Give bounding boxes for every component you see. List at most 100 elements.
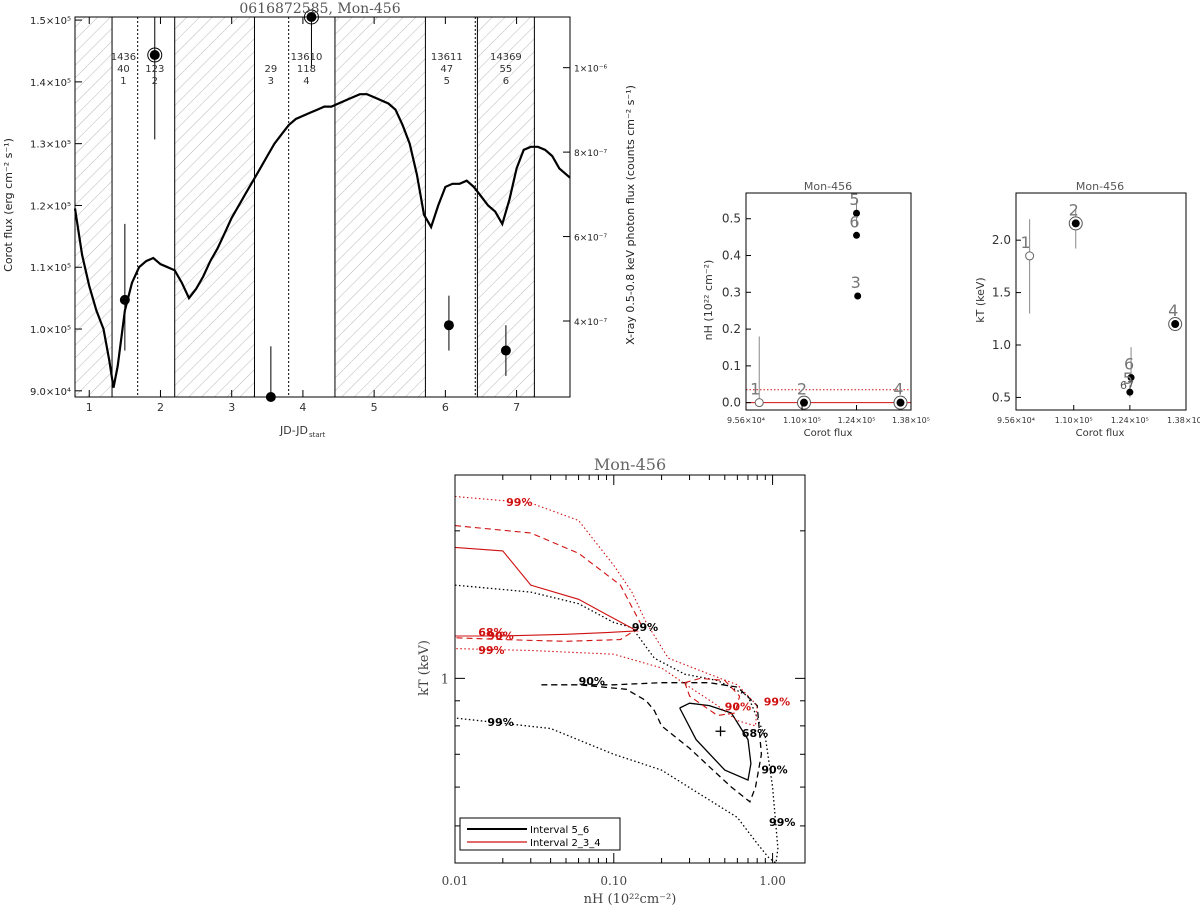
xray-marker-4 — [443, 320, 454, 331]
nh-point-3: 3 — [851, 273, 862, 300]
xray-points — [119, 9, 511, 402]
nh-point-5: 5 — [849, 190, 861, 227]
nh-y-ticks: 0.0 0.1 0.2 0.3 0.4 0.5 — [722, 212, 751, 410]
contour-label-2: 90% — [487, 630, 513, 643]
nh-marker-4 — [896, 398, 905, 407]
hatched-interval-1 — [174, 17, 255, 397]
contour-label-0: 99% — [506, 496, 532, 509]
nh-marker-6 — [853, 231, 861, 239]
nh-x-ticks: 9.56×10⁴ 1.10×10⁵ 1.24×10⁵ 1.38×10⁵ — [727, 405, 930, 425]
legend-label-interval-5-6: Interval 5_6 — [530, 825, 589, 836]
xray-point-0 — [119, 223, 130, 351]
nh-point-label-2: 2 — [797, 380, 807, 399]
kt-point-label-5: 5 — [1123, 369, 1133, 388]
interval-label-0-1: 40 — [117, 64, 130, 75]
nh-y-label: nH (10²² cm⁻²) — [702, 260, 715, 341]
nh-points: 1 2 3 4 5 6 — [750, 190, 908, 410]
nh-title: Mon-456 — [804, 180, 852, 193]
interval-label-3-2: 4 — [303, 76, 309, 87]
right-y-tick-label-2: 8×10⁻⁷ — [574, 149, 607, 159]
xray-point-4 — [443, 295, 454, 351]
nh-marker-5 — [853, 209, 861, 217]
interval-label-5-1: 55 — [500, 64, 513, 75]
nh-point-label-4: 4 — [893, 380, 903, 399]
interval-label-0-2: 1 — [120, 76, 126, 87]
kt-marker-5 — [1126, 388, 1134, 396]
contour-label-6: 99% — [487, 716, 513, 729]
x-tick-label-2: 3 — [228, 401, 235, 414]
kt-point-label-6: 6 — [1124, 355, 1134, 374]
nh-y-tick-label-4: 0.4 — [722, 249, 741, 263]
contour-label-5: 90% — [579, 675, 605, 688]
contour-label-9: 68% — [742, 727, 768, 740]
nh-point-1: 1 — [750, 336, 764, 408]
interval-label-4-1: 47 — [440, 64, 453, 75]
interval-label-4-2: 5 — [444, 76, 450, 87]
xray-point-1 — [147, 17, 163, 140]
contour-2 — [454, 584, 779, 865]
contour-panel: 99%68%90%99%99%90%99%90% 99%68%90%99% 0.0… — [417, 455, 806, 907]
kt-point-1: 1 — [1021, 219, 1035, 314]
contour-x-ticks: 0.01 0.10 1.00 — [442, 475, 786, 888]
kt-frame — [1015, 192, 1187, 411]
xray-marker-5 — [500, 345, 511, 356]
interval-label-1-1: 123 — [145, 64, 164, 75]
kt-y-tick-label-2: 1.5 — [992, 286, 1011, 300]
x-tick-label-5: 6 — [442, 401, 449, 414]
contour-y-tick-label-0: 1 — [441, 672, 449, 687]
nh-x-tick-label-3: 1.38×10⁵ — [892, 416, 930, 425]
kt-point-5: 5 — [1123, 369, 1134, 398]
nh-y-tick-label-5: 0.5 — [722, 212, 741, 226]
interval-label-1-2: 2 — [152, 76, 158, 87]
kt-x-tick-label-2: 1.24×10⁵ — [1111, 416, 1149, 425]
contour-label-3: 99% — [478, 644, 504, 657]
right-y-tick-label-0: 4×10⁻⁷ — [574, 318, 607, 328]
kt-y-label: kT (keV) — [974, 277, 987, 322]
x-tick-label-3: 4 — [299, 401, 306, 414]
contour-1 — [541, 682, 763, 803]
contour-labels: 99%68%90%99%99%90%99%90% 99%68%90%99% — [478, 496, 795, 829]
contour-x-tick-label-1: 0.10 — [600, 874, 627, 888]
nh-x-tick-label-0: 9.56×10⁴ — [727, 416, 765, 425]
nh-point-label-3: 3 — [851, 273, 861, 292]
corot-lightcurve — [73, 93, 571, 388]
contour-4 — [454, 525, 643, 642]
lightcurve-x-label: JD-JD — [279, 424, 308, 437]
best-fit-marker — [715, 726, 726, 737]
nh-x-tick-label-2: 1.24×10⁵ — [838, 416, 876, 425]
xray-point-5 — [500, 325, 511, 376]
contour-label-8: 99% — [764, 696, 790, 709]
lightcurve-frame — [74, 16, 571, 398]
kt-marker-1 — [1025, 251, 1035, 261]
nh-y-tick-label-0: 0.0 — [722, 396, 741, 410]
nh-marker-2 — [799, 398, 808, 407]
kt-point-label-4: 4 — [1168, 301, 1178, 320]
nh-y-tick-label-1: 0.1 — [722, 359, 741, 373]
x-tick-label-0: 1 — [86, 401, 93, 414]
kt-marker-2 — [1071, 219, 1080, 228]
nh-y-tick-label-3: 0.3 — [722, 285, 741, 299]
right-y-tick-label-1: 6×10⁻⁷ — [574, 234, 607, 244]
hatched-interval-2 — [334, 17, 426, 397]
x-tick-label-4: 5 — [371, 401, 378, 414]
nh-y-tick-label-2: 0.2 — [722, 322, 741, 336]
nh-point-2: 2 — [797, 380, 811, 410]
xray-point-2 — [265, 346, 276, 402]
contour-frame — [454, 474, 806, 864]
kt-point-4: 4 — [1168, 301, 1183, 332]
kt-point-6: 6 — [1124, 347, 1135, 387]
kt-marker-6 — [1127, 374, 1135, 382]
interval-label-2-2: 3 — [268, 76, 274, 87]
nh-point-6: 6 — [849, 212, 861, 239]
hatched-interval-0 — [75, 17, 113, 397]
contour-title: Mon-456 — [594, 455, 666, 474]
contour-5 — [684, 677, 741, 717]
nh-x-label: Corot flux — [804, 428, 853, 439]
contour-legend: Interval 5_6 Interval 2_3_4 — [459, 817, 621, 851]
kt-point-2: 2 — [1069, 200, 1083, 249]
kt-points: 1 2 4 65 — [1021, 200, 1183, 398]
legend-box — [459, 817, 621, 851]
x-tick-label-1: 2 — [157, 401, 164, 414]
